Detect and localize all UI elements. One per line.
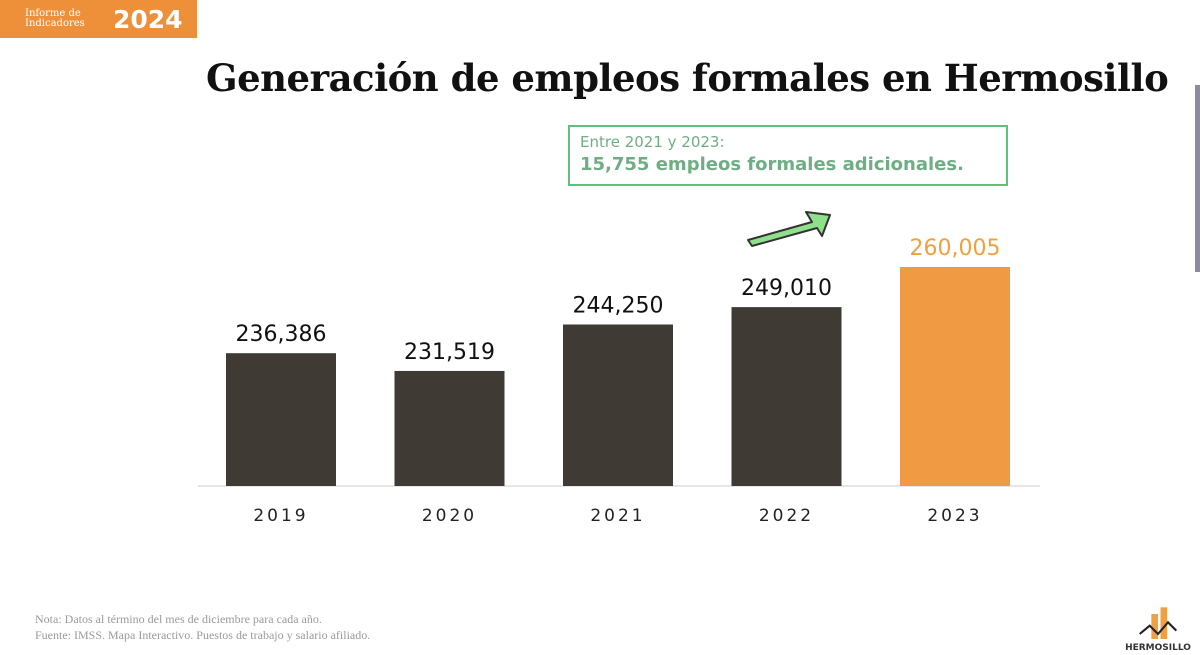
x-tick-label: 2020 <box>422 506 477 526</box>
x-tick-label: 2021 <box>590 506 645 526</box>
data-label: 236,386 <box>236 322 327 347</box>
x-tick-label: 2023 <box>927 506 982 526</box>
source-text: Fuente: IMSS. Mapa Interactivo. Puestos … <box>35 628 371 642</box>
callout-line1: Entre 2021 y 2023: <box>580 133 725 151</box>
bar-2020 <box>394 370 505 486</box>
bar-2022 <box>731 307 842 486</box>
note-text: Nota: Datos al término del mes de diciem… <box>35 612 322 626</box>
badge-subtitle: Informe de Indicadores <box>25 8 85 29</box>
footnote: Nota: Datos al término del mes de diciem… <box>35 611 370 643</box>
logo-text: HERMOSILLO <box>1125 643 1191 653</box>
report-badge: Informe de Indicadores 2024 <box>0 0 197 38</box>
bar-2019 <box>226 353 336 486</box>
hermosillo-logo <box>1138 607 1178 639</box>
data-label: 260,005 <box>910 236 1001 261</box>
page-title: Generación de empleos formales en Hermos… <box>206 56 1169 100</box>
scrollbar[interactable] <box>1195 85 1200 272</box>
bar-2021 <box>563 324 673 486</box>
x-tick-label: 2022 <box>759 506 814 526</box>
badge-year: 2024 <box>113 4 183 34</box>
callout-line2: 15,755 empleos formales adicionales. <box>580 154 964 175</box>
bar-2023 <box>900 266 1010 486</box>
data-label: 244,250 <box>573 293 664 318</box>
x-tick-label: 2019 <box>253 506 308 526</box>
data-label: 231,519 <box>404 340 495 365</box>
data-label: 249,010 <box>741 276 832 301</box>
arrow-icon <box>747 211 831 247</box>
callout-box: Entre 2021 y 2023: 15,755 empleos formal… <box>568 125 1008 186</box>
